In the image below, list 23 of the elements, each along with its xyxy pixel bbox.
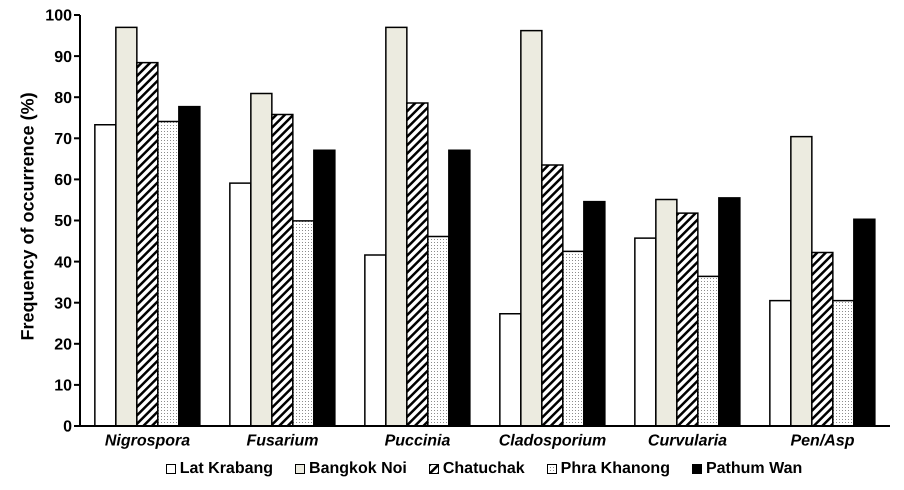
y-tick-label: 50 [54,213,72,230]
y-tick-label: 30 [54,295,72,312]
legend-label: Pathum Wan [706,460,802,478]
y-tick-label: 0 [63,418,72,436]
x-tick-label: Cladosporium [498,432,606,450]
x-tick-label: Fusarium [246,432,319,450]
y-tick-label: 80 [54,90,72,107]
legend-label: Phra Khanong [560,460,670,478]
y-tick-label: 10 [54,378,72,395]
y-tick-label: 20 [54,336,72,354]
y-tick-label: 90 [54,48,72,66]
legend-label: Lat Krabang [180,460,274,478]
x-tick-label: Puccinia [384,432,450,450]
legend-label: Chatuchak [442,460,525,478]
x-tick-label: Pen/Asp [790,432,855,450]
x-tick-label: Nigrospora [104,432,190,450]
legend-label: Bangkok Noi [309,460,407,478]
y-tick-label: 100 [45,8,72,25]
y-tick-label: 60 [54,172,72,190]
y-tick-label: 70 [54,130,72,148]
y-axis-title: Frequency of occurrence (%) [17,92,38,340]
y-tick-label: 40 [54,254,72,272]
x-tick-label: Curvularia [648,432,728,450]
